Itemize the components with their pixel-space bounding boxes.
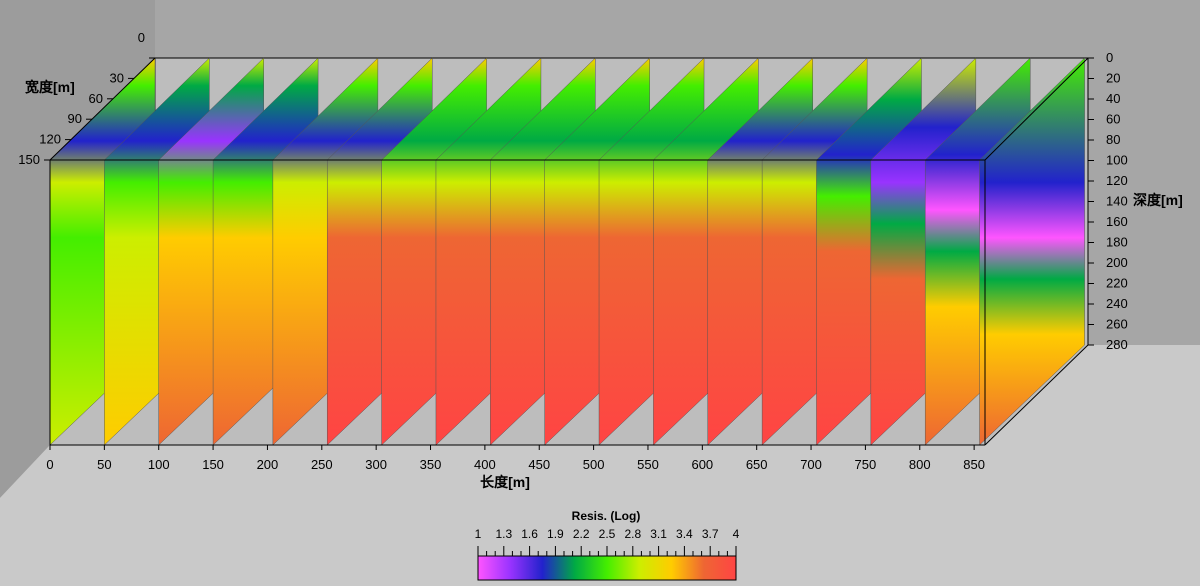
depth-tick-label: 120	[1106, 173, 1128, 188]
length-tick-label: 150	[202, 457, 224, 472]
length-tick-label: 650	[746, 457, 768, 472]
length-tick-label: 400	[474, 457, 496, 472]
width-tick-label: 150	[18, 152, 40, 167]
colorbar-tick-label: 1.6	[521, 527, 538, 541]
colorbar-tick-label: 4	[733, 527, 740, 541]
colorbar-tick-label: 2.5	[599, 527, 616, 541]
depth-tick-label: 40	[1106, 91, 1120, 106]
colorbar-rect	[477, 555, 737, 581]
length-tick-label: 700	[800, 457, 822, 472]
width-tick-label: 90	[68, 111, 82, 126]
width-axis-title: 宽度[m]	[25, 79, 75, 95]
width-axis: 0 30 60 90 120 150	[18, 30, 155, 167]
depth-tick-label: 180	[1106, 235, 1128, 250]
colorbar-tick-label: 1	[475, 527, 482, 541]
depth-axis-title: 深度[m]	[1133, 192, 1183, 208]
colorbar-ticks: 1 1.3 1.6 1.9 2.2 2.5 2.8 3.1 3.4 3.7 4	[475, 527, 740, 556]
left-wall	[0, 0, 155, 498]
depth-axis: 0 20 40 60 80 100 120 140 160 180 200 220 240 260 280	[1088, 50, 1128, 352]
depth-tick-label: 160	[1106, 214, 1128, 229]
length-tick-label: 350	[420, 457, 442, 472]
resistivity-slices	[49, 57, 1085, 446]
depth-tick-label: 100	[1106, 153, 1128, 168]
length-tick-label: 450	[528, 457, 550, 472]
depth-tick-label: 80	[1106, 132, 1120, 147]
slice-855	[979, 57, 1085, 446]
length-tick-label: 200	[257, 457, 279, 472]
depth-tick-label: 260	[1106, 317, 1128, 332]
width-tick-label: 30	[110, 70, 124, 85]
width-tick-label: 60	[89, 91, 103, 106]
length-tick-label: 800	[909, 457, 931, 472]
slice-panel-855	[979, 57, 1085, 446]
length-tick-label: 500	[583, 457, 605, 472]
colorbar-tick-label: 3.4	[676, 527, 693, 541]
colorbar: Resis. (Log) 1 1.3 1.6 1.9 2.2 2.5 2.8 3.1 3.4 3.…	[475, 509, 740, 581]
depth-tick-label: 20	[1106, 71, 1120, 86]
length-tick-label: 0	[46, 457, 53, 472]
depth-tick-label: 200	[1106, 255, 1128, 270]
length-tick-label: 600	[691, 457, 713, 472]
colorbar-tick-label: 3.7	[702, 527, 719, 541]
top-right-depth-edge	[984, 57, 1089, 161]
length-tick-label: 50	[97, 457, 111, 472]
colorbar-tick-label: 2.2	[573, 527, 590, 541]
length-tick-label: 250	[311, 457, 333, 472]
depth-tick-label: 220	[1106, 276, 1128, 291]
length-tick-label: 100	[148, 457, 170, 472]
width-tick-label: 0	[138, 30, 145, 45]
length-axis-title: 长度[m]	[480, 474, 530, 490]
length-axis: 0 50 100 150 200 250 300 350 400 450 500 550 600 650 7…	[46, 445, 985, 472]
length-tick-label: 750	[855, 457, 877, 472]
colorbar-title: Resis. (Log)	[572, 509, 641, 523]
depth-tick-label: 240	[1106, 296, 1128, 311]
length-tick-label: 850	[963, 457, 985, 472]
colorbar-tick-label: 2.8	[624, 527, 641, 541]
top-left-depth-edge	[49, 57, 156, 161]
length-tick-label: 550	[637, 457, 659, 472]
back-wall	[155, 0, 1200, 345]
depth-tick-label: 60	[1106, 112, 1120, 127]
colorbar-tick-label: 1.9	[547, 527, 564, 541]
depth-tick-label: 140	[1106, 194, 1128, 209]
floor-far	[0, 345, 1200, 586]
length-tick-label: 300	[365, 457, 387, 472]
bottom-right-depth-edge	[984, 344, 1089, 446]
depth-tick-label: 280	[1106, 337, 1128, 352]
depth-tick-label: 0	[1106, 50, 1113, 65]
width-tick-label: 120	[39, 132, 61, 147]
colorbar-tick-label: 3.1	[650, 527, 667, 541]
colorbar-tick-label: 1.3	[495, 527, 512, 541]
